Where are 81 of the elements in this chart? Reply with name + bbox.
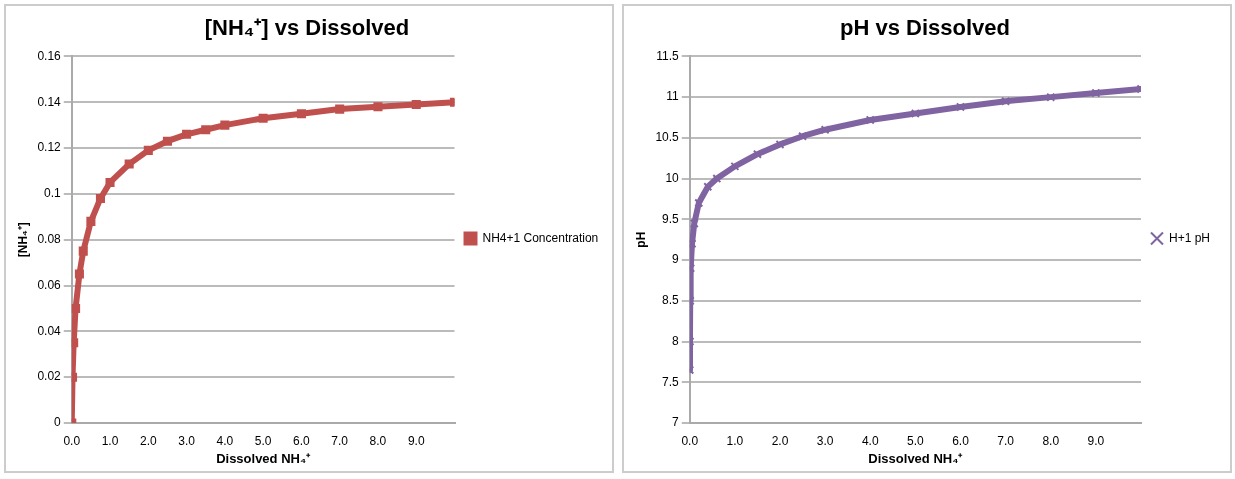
x-tick-label: 9.0	[1087, 433, 1105, 448]
x-tick-label: 2.0	[139, 433, 157, 448]
point	[820, 125, 830, 135]
point	[182, 129, 192, 139]
y-tick-label: 0.02	[37, 369, 62, 384]
x-axis-title: Dissolved NH₄⁺	[868, 450, 964, 466]
y-tick-label: 11	[666, 89, 680, 104]
point	[71, 303, 81, 313]
point	[703, 182, 713, 192]
x-tick-label: 3.0	[178, 433, 196, 448]
point	[775, 139, 785, 149]
x-tick-label: 8.0	[1042, 433, 1060, 448]
y-tick-label: 7	[672, 415, 680, 430]
x-tick-label: 4.0	[216, 433, 234, 448]
point	[730, 161, 740, 171]
point	[712, 174, 722, 184]
chart-title: [NH₄⁺] vs Dissolved	[204, 15, 410, 41]
point	[1046, 92, 1056, 102]
point	[373, 102, 383, 112]
point	[694, 198, 704, 208]
x-tick-label: 0.0	[681, 433, 699, 448]
point	[105, 177, 115, 187]
point	[1001, 96, 1011, 106]
y-tick-label: 10.5	[655, 130, 680, 145]
point	[296, 109, 306, 119]
y-tick-label: 8.5	[662, 293, 680, 308]
y-tick-label: 0.16	[37, 48, 62, 63]
x-tick-label: 0.0	[63, 433, 81, 448]
x-tick-label: 5.0	[254, 433, 272, 448]
x-tick-label: 5.0	[907, 433, 925, 448]
point	[201, 125, 211, 135]
y-tick-label: 0.14	[37, 94, 62, 109]
point	[865, 115, 875, 125]
legend-label: H+1 pH	[1168, 230, 1211, 245]
y-tick-label: 9.5	[662, 211, 680, 226]
x-tick-label: 6.0	[293, 433, 311, 448]
x-tick-label: 2.0	[771, 433, 789, 448]
x-tick-label: 8.0	[369, 433, 387, 448]
y-tick-label: 10	[665, 170, 680, 185]
point	[124, 159, 134, 169]
y-tick-label: 0.12	[37, 140, 62, 155]
point	[752, 149, 762, 159]
point	[74, 269, 84, 279]
point	[220, 120, 230, 130]
y-tick-label: 0.04	[37, 323, 62, 338]
x-tick-label: 7.0	[997, 433, 1015, 448]
x-tick-label: 4.0	[861, 433, 879, 448]
point	[689, 239, 697, 249]
y-tick-label: 0.08	[37, 232, 62, 247]
point	[335, 104, 345, 114]
point	[162, 136, 172, 146]
point	[1091, 88, 1101, 98]
point	[71, 338, 79, 348]
y-tick-label: 0.1	[44, 186, 62, 201]
y-tick-label: 11.5	[656, 48, 680, 63]
legend-label: NH4+1 Concentration	[482, 230, 599, 245]
x-axis-title: Dissolved NH₄⁺	[216, 450, 312, 466]
point	[955, 102, 966, 112]
point	[411, 99, 421, 110]
y-tick-label: 0.06	[37, 277, 62, 292]
x-tick-label: 7.0	[331, 433, 349, 448]
chart-title: pH vs Dissolved	[840, 15, 1010, 41]
y-tick-label: 8	[672, 333, 680, 348]
y-tick-label: 0	[54, 415, 62, 430]
y-axis-title: pH	[633, 231, 648, 248]
x-tick-label: 3.0	[816, 433, 834, 448]
x-tick-label: 6.0	[952, 433, 970, 448]
point	[689, 218, 699, 228]
point	[798, 131, 808, 141]
x-tick-label: 1.0	[726, 433, 744, 448]
y-tick-label: 9	[672, 252, 680, 267]
point	[143, 145, 153, 155]
point	[86, 216, 96, 226]
point	[258, 113, 268, 123]
point	[910, 108, 920, 118]
y-tick-label: 7.5	[662, 374, 680, 389]
x-tick-label: 9.0	[407, 433, 425, 448]
x-tick-label: 1.0	[101, 433, 119, 448]
point	[95, 193, 105, 203]
point	[78, 246, 88, 256]
y-axis-title: [NH₄⁺]	[15, 222, 30, 258]
